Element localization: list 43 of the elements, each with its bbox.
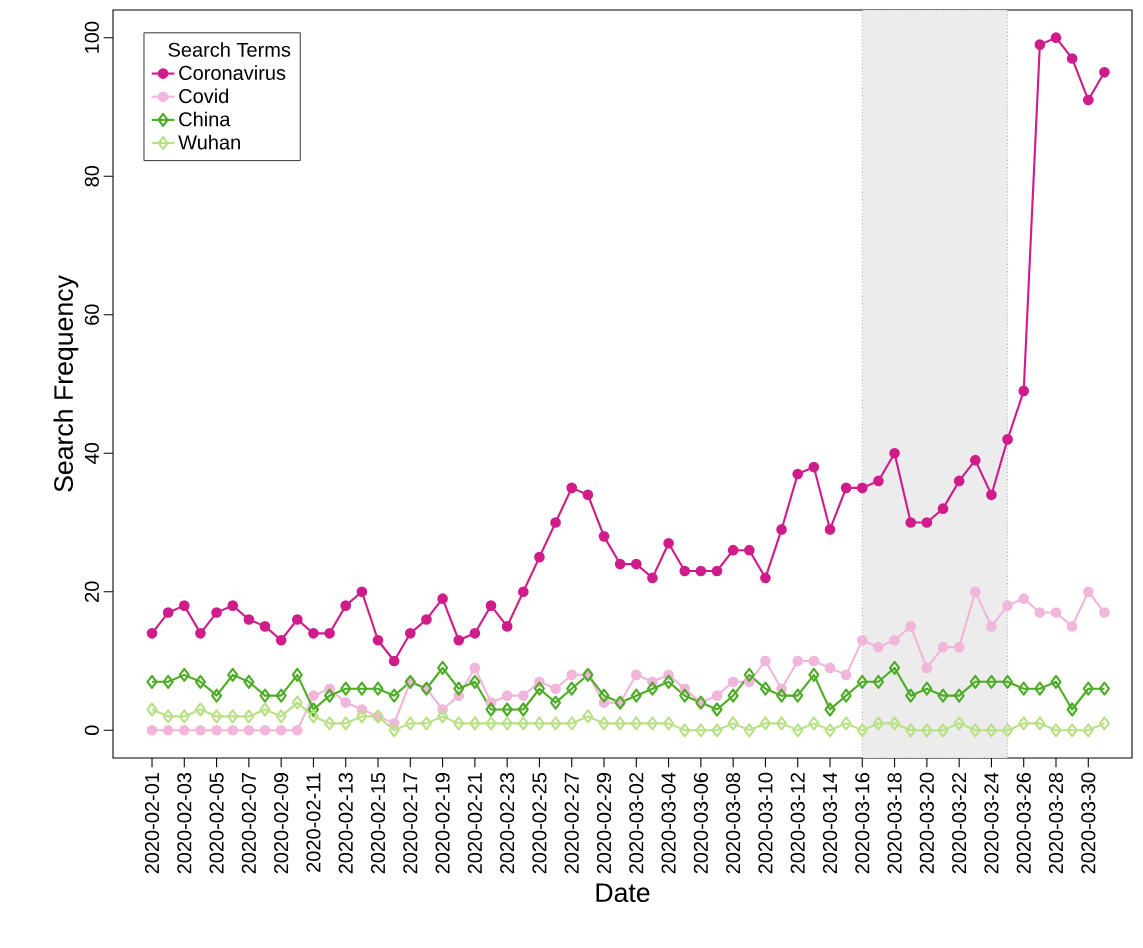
x-axis-title: Date [596,883,650,903]
legend-title: Search Terms [168,42,291,57]
x-tick-label: 2020-03-20 [919,772,934,874]
x-tick-label: 2020-03-06 [693,772,708,874]
x-tick-label: 2020-02-03 [177,772,192,874]
legend-label: Wuhan [178,134,240,150]
x-tick-label: 2020-03-24 [984,772,999,874]
y-tick-label: 20 [84,581,99,602]
x-tick-label: 2020-03-12 [790,773,805,874]
x-tick-label: 2020-02-15 [370,772,386,874]
x-tick-label: 2020-02-27 [564,773,579,874]
y-tick-label: 100 [84,21,99,53]
x-tick-label: 2020-03-16 [855,772,870,874]
x-tick-label: 2020-03-22 [952,773,967,874]
x-tick-label: 2020-02-25 [532,772,547,874]
x-tick-label: 2020-03-10 [758,772,773,874]
x-tick-label: 2020-03-28 [1048,772,1064,874]
legend-label: China [179,111,231,127]
x-tick-label: 2020-02-01 [144,773,160,874]
x-tick-label: 2020-02-07 [241,773,256,874]
y-tick-label: 60 [84,304,99,325]
y-tick-label: 80 [84,165,99,187]
x-tick-label: 2020-02-19 [435,773,450,874]
x-tick-label: 2020-02-29 [596,773,612,874]
x-tick-label: 2020-03-04 [661,772,676,874]
x-tick-label: 2020-02-05 [209,772,224,874]
x-tick-label: 2020-02-13 [338,772,353,874]
x-tick-label: 2020-02-21 [467,773,482,874]
x-tick-label: 2020-03-14 [822,772,838,874]
x-tick-label: 2020-02-23 [500,772,515,874]
legend-label: Coronavirus [179,65,286,80]
x-tick-label: 2020-02-17 [403,773,418,874]
x-tick-label: 2020-03-08 [726,772,741,874]
x-tick-label: 2020-02-11 [306,773,321,872]
x-tick-label: 2020-03-02 [629,773,644,874]
y-tick-label: 40 [84,442,99,464]
x-tick-label: 2020-03-30 [1081,772,1096,874]
y-tick-label: 0 [84,725,99,736]
x-tick-label: 2020-02-09 [274,773,289,874]
y-axis-title: Search Frequency [53,275,79,492]
x-tick-label: 2020-03-18 [887,772,902,874]
x-tick-label: 2020-03-26 [1016,772,1031,874]
legend-label: Covid [179,88,229,104]
